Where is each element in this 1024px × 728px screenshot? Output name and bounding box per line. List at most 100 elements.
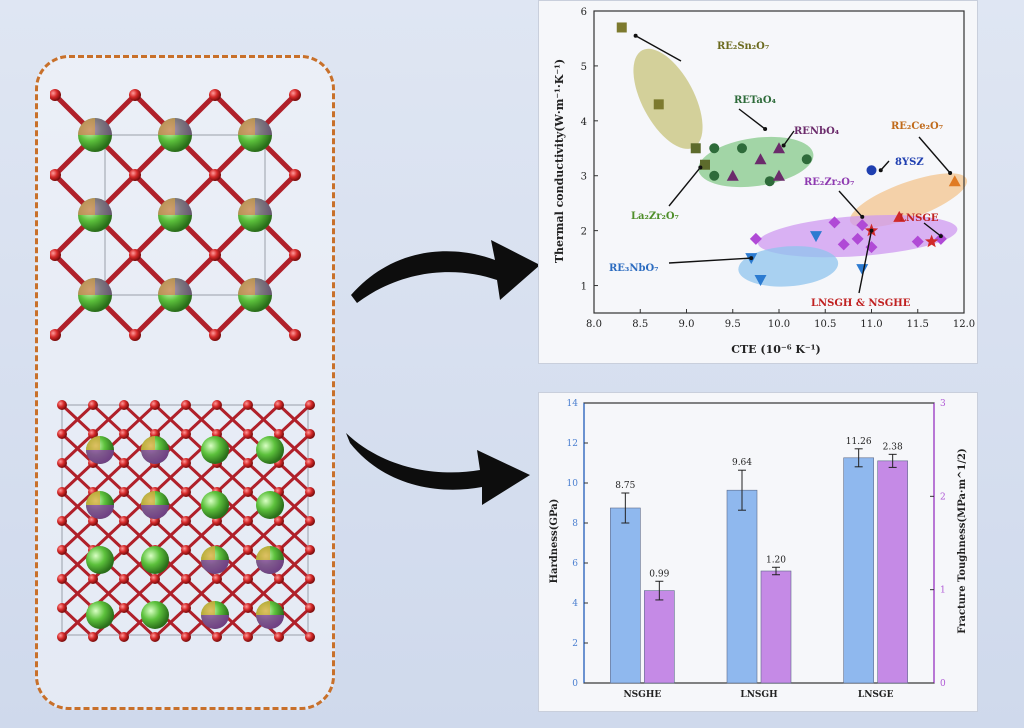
annotation-label: LNSGH & NSGHE: [811, 298, 911, 309]
annotation-arrow: [858, 230, 873, 294]
oxygen-atom: [181, 516, 191, 526]
bond: [153, 606, 188, 639]
bond: [277, 519, 312, 552]
bond: [153, 519, 188, 552]
oxygen-atom: [274, 516, 284, 526]
bond: [153, 461, 188, 494]
oxygen-atom: [181, 429, 191, 439]
y-tick-label: 5: [581, 62, 587, 73]
oxygen-atom: [88, 429, 98, 439]
bond: [91, 519, 126, 552]
data-point: [911, 235, 924, 248]
cation-atom: [86, 546, 114, 574]
oxygen-atom: [57, 632, 67, 642]
bond: [122, 403, 157, 436]
bond: [153, 403, 188, 436]
bond: [277, 577, 312, 610]
oxygen-atom: [181, 458, 191, 468]
bond: [184, 519, 219, 552]
cation-atom: [141, 601, 169, 629]
oxygen-atom: [50, 249, 61, 261]
annotation-label: RENbO₄: [794, 126, 840, 137]
annotation-arrow-head: [869, 228, 874, 233]
bond: [277, 461, 312, 494]
right-tick-label: 1: [940, 586, 946, 596]
x-tick-label: 10.0: [768, 319, 790, 330]
annotation-arrow-head: [633, 33, 638, 38]
cation-shade: [86, 436, 100, 450]
annotation-label: La₂Zr₂O₇: [631, 211, 679, 222]
mechanical-bar-chart: Hardness(GPa) Fracture Toughness(MPa·m^1…: [549, 399, 968, 700]
lattice-bottom: [57, 400, 315, 642]
bond: [184, 577, 219, 610]
oxygen-atom: [289, 89, 301, 101]
bar: [644, 590, 675, 684]
cluster-ellipse: [849, 173, 968, 228]
cation-atom: [201, 436, 229, 464]
annotation-label: RE₂Ce₂O₇: [891, 121, 943, 132]
cation-shade: [238, 198, 255, 215]
data-point: [856, 219, 869, 232]
data-point: [709, 143, 720, 154]
annotation-arrow: [668, 257, 752, 264]
annotation-arrow-head: [781, 143, 786, 148]
bond: [153, 548, 188, 581]
right-tick-label: 0: [940, 679, 946, 689]
bar-left-axis-label: Hardness(GPa): [549, 499, 560, 584]
oxygen-atom: [150, 400, 160, 410]
oxygen-atom: [119, 603, 129, 613]
bar-right-axis-label: Fracture Toughness(MPa·m^1/2): [957, 448, 968, 633]
bond: [246, 461, 281, 494]
cation-shade: [86, 450, 114, 464]
x-tick-label: 10.5: [814, 319, 836, 330]
data-point: [737, 143, 747, 154]
data-point: [934, 232, 947, 245]
oxygen-atom: [243, 603, 253, 613]
cation-atom: [86, 601, 114, 629]
oxygen-atom: [57, 516, 67, 526]
data-point: [924, 234, 939, 248]
bond: [215, 606, 250, 639]
annotation-arrow: [635, 35, 682, 62]
oxygen-atom: [57, 487, 67, 497]
oxygen-atom: [50, 89, 61, 101]
oxygen-atom: [289, 169, 301, 181]
oxygen-atom: [88, 516, 98, 526]
bond: [60, 490, 95, 523]
annotation-arrow: [838, 190, 863, 218]
left-tick-label: 2: [572, 639, 578, 649]
bond: [91, 403, 126, 436]
cation-shade: [238, 278, 255, 295]
annotation-arrow: [738, 108, 766, 130]
annotation-arrow-head: [938, 234, 943, 239]
bond: [246, 577, 281, 610]
oxygen-atom: [289, 249, 301, 261]
data-point: [856, 264, 869, 276]
oxygen-atom: [289, 329, 301, 341]
category-label: LNSGE: [858, 690, 894, 700]
annotation-arrow-head: [763, 127, 768, 132]
oxygen-atom: [305, 545, 315, 555]
data-point: [851, 232, 864, 245]
oxygen-atom: [57, 603, 67, 613]
oxygen-atom: [57, 545, 67, 555]
cation-shade: [78, 278, 95, 295]
left-tick-label: 8: [572, 519, 578, 529]
bar: [877, 460, 908, 684]
annotation-arrow: [783, 130, 795, 146]
oxygen-atom: [57, 429, 67, 439]
bond: [277, 490, 312, 523]
oxygen-atom: [57, 574, 67, 584]
oxygen-atom: [243, 487, 253, 497]
data-point: [866, 165, 877, 176]
cation-atom: [201, 491, 229, 519]
cation-shade: [201, 601, 215, 615]
oxygen-atom: [274, 574, 284, 584]
arrow-to-scatter-icon: [351, 240, 540, 303]
oxygen-atom: [305, 516, 315, 526]
oxygen-atom: [129, 249, 141, 261]
oxygen-atom: [209, 169, 221, 181]
oxygen-atom: [212, 574, 222, 584]
oxygen-atom: [274, 429, 284, 439]
annotation-label: LNSGE: [899, 213, 939, 224]
